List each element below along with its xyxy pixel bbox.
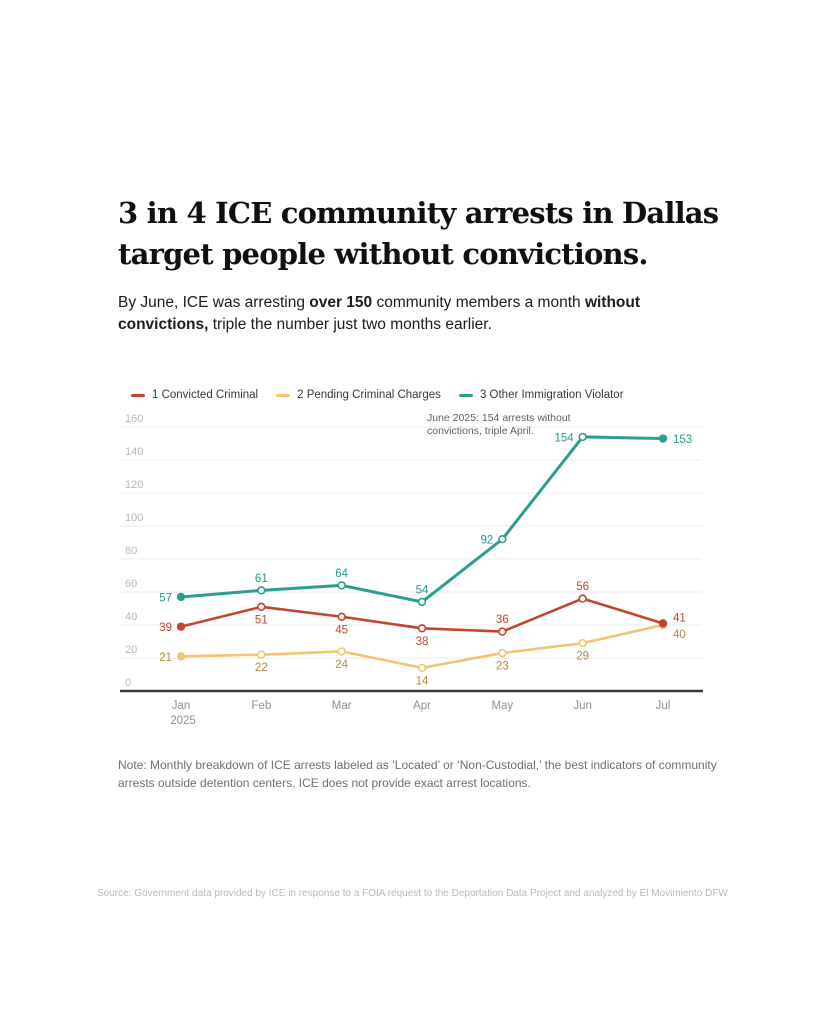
y-tick-label: 160 bbox=[125, 413, 143, 425]
x-tick-label: Jul bbox=[656, 700, 671, 712]
data-label: 153 bbox=[673, 434, 692, 446]
data-label: 92 bbox=[481, 535, 494, 547]
data-point bbox=[578, 432, 587, 442]
data-label: 24 bbox=[335, 659, 348, 671]
note-line: Note: Monthly breakdown of ICE arrests l… bbox=[118, 758, 717, 772]
subtitle: By June, ICE was arresting over 150 comm… bbox=[118, 292, 718, 335]
subtitle-segment: convictions, bbox=[118, 315, 209, 333]
data-label: 56 bbox=[576, 581, 589, 593]
x-tick-label: Jan bbox=[172, 700, 191, 712]
y-tick-label: 120 bbox=[125, 479, 143, 491]
data-point bbox=[176, 622, 186, 631]
data-label: 38 bbox=[416, 636, 429, 648]
page-title-line2: target people without convictions. bbox=[118, 237, 648, 271]
legend-item: 1 Convicted Criminal bbox=[131, 389, 258, 401]
legend-line-swatch-icon bbox=[458, 393, 473, 397]
data-label: 41 bbox=[673, 612, 686, 624]
data-label: 154 bbox=[554, 432, 574, 444]
legend-label: 1 Convicted Criminal bbox=[152, 389, 259, 401]
gridlines bbox=[120, 426, 702, 659]
y-tick-label: 140 bbox=[125, 446, 143, 458]
y-tick-label: 100 bbox=[125, 512, 143, 524]
x-tick-label: Feb bbox=[251, 700, 271, 712]
data-point bbox=[337, 647, 346, 656]
annotation-line: convictions, triple April. bbox=[427, 425, 534, 437]
x-tick-sub-label: 2025 bbox=[170, 715, 196, 727]
y-tick-label: 80 bbox=[125, 545, 137, 557]
legend-line-swatch-icon bbox=[276, 393, 291, 397]
data-label: 51 bbox=[255, 614, 268, 626]
chart-note: Note: Monthly breakdown of ICE arrests l… bbox=[118, 757, 718, 792]
data-label: 14 bbox=[416, 675, 429, 687]
legend-label: 2 Pending Criminal Charges bbox=[297, 389, 441, 401]
series-points bbox=[176, 432, 668, 607]
data-point bbox=[417, 624, 427, 633]
data-point bbox=[337, 581, 346, 590]
y-tick-label: 0 bbox=[125, 677, 131, 689]
series-data-labels: 39 51 45 38 36 56 41 bbox=[159, 581, 686, 648]
note-line: arrests outside detention centers. ICE d… bbox=[118, 775, 531, 790]
data-label: 64 bbox=[335, 568, 348, 580]
data-point bbox=[257, 602, 266, 612]
legend-line-swatch-icon bbox=[131, 393, 145, 397]
legend-label: 3 Other Immigration Violator bbox=[479, 389, 624, 401]
x-tick-label: Apr bbox=[413, 700, 431, 712]
data-point bbox=[498, 648, 507, 658]
subtitle-segment: without bbox=[584, 294, 641, 311]
data-label: 29 bbox=[576, 651, 589, 663]
subtitle-segment: triple the number just two months earlie… bbox=[208, 315, 492, 333]
source-line: Source: Government data provided by ICE … bbox=[97, 888, 728, 899]
data-point bbox=[257, 586, 266, 595]
legend-item: 2 Pending Criminal Charges bbox=[276, 389, 441, 401]
subtitle-segment: By June, ICE was arresting bbox=[118, 294, 310, 311]
chart-annotation: June 2025: 154 arrests withoutconviction… bbox=[427, 412, 571, 437]
data-label: 61 bbox=[255, 573, 268, 585]
data-point bbox=[658, 434, 668, 443]
data-label: 40 bbox=[673, 629, 686, 641]
data-label: 45 bbox=[335, 624, 348, 636]
y-axis-ticks: 0 20 40 60 80 100 120 140 160 bbox=[125, 413, 143, 689]
series-data-labels: 57 61 64 54 92 154 153 bbox=[159, 432, 692, 604]
chart-legend: 1 Convicted Criminal 2 Pending Criminal C… bbox=[131, 389, 624, 401]
page-title-line1: 3 in 4 ICE community arrests in Dallas bbox=[118, 196, 719, 230]
data-point bbox=[176, 592, 186, 602]
subtitle-segment: community members a month bbox=[372, 294, 585, 311]
series-data-labels: 21 22 24 14 23 29 40 bbox=[159, 629, 686, 687]
data-point bbox=[658, 619, 668, 628]
data-point bbox=[498, 535, 507, 544]
data-label: 36 bbox=[496, 614, 509, 626]
data-label: 39 bbox=[159, 622, 172, 634]
x-tick-label: May bbox=[491, 700, 513, 712]
subtitle-segment: over 150 bbox=[309, 294, 373, 311]
data-point bbox=[417, 597, 427, 607]
y-tick-label: 60 bbox=[125, 578, 137, 590]
data-label: 21 bbox=[159, 652, 172, 664]
series-line bbox=[179, 435, 665, 604]
data-point bbox=[257, 650, 266, 659]
arrests-line-chart: 0 20 40 60 80 100 120 140 160 June 2025: 154 arre… bbox=[120, 412, 703, 727]
page-title: 3 in 4 ICE community arrests in Dallas ta… bbox=[118, 193, 798, 275]
data-label: 57 bbox=[159, 592, 172, 604]
x-tick-label: Mar bbox=[332, 700, 352, 712]
y-tick-label: 40 bbox=[125, 611, 137, 623]
data-point bbox=[578, 594, 587, 603]
data-point bbox=[498, 627, 507, 636]
series-points bbox=[176, 594, 668, 636]
data-point bbox=[176, 652, 186, 661]
data-label: 22 bbox=[255, 662, 268, 674]
data-point bbox=[337, 612, 346, 621]
x-tick-label: Jun bbox=[573, 700, 592, 712]
data-point bbox=[417, 663, 427, 673]
annotation-line: June 2025: 154 arrests without bbox=[427, 412, 571, 424]
legend-item: 3 Other Immigration Violator bbox=[458, 389, 624, 401]
y-tick-label: 20 bbox=[125, 644, 137, 656]
data-label: 23 bbox=[496, 661, 509, 673]
x-axis-ticks: Jan Feb Mar Apr May Jun Jul 2025 bbox=[170, 700, 670, 727]
data-point bbox=[578, 638, 587, 648]
series-points bbox=[176, 620, 668, 673]
data-label: 54 bbox=[416, 584, 429, 596]
